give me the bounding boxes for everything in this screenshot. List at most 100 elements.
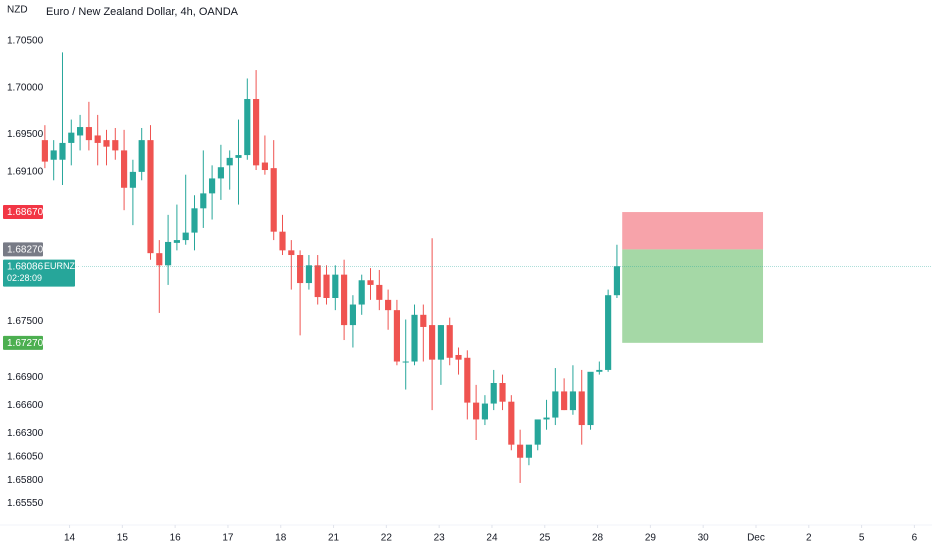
candle-body	[367, 280, 374, 285]
stop-zone	[622, 212, 764, 250]
y-tick-label: 1.69100	[7, 167, 44, 178]
candle-body	[402, 361, 409, 363]
candle-body	[261, 162, 268, 171]
candle-body	[481, 403, 489, 420]
candle-body	[508, 401, 515, 445]
candle-body	[613, 266, 621, 296]
candle-body	[41, 140, 48, 162]
candle-body	[50, 150, 57, 160]
candle-body	[77, 127, 84, 136]
candle-body	[499, 383, 506, 402]
candle-body	[561, 391, 568, 411]
candle-body	[297, 255, 304, 284]
candle-body	[490, 383, 497, 404]
current-price-badge	[3, 259, 75, 287]
candle-body	[411, 314, 418, 362]
candle-body	[464, 357, 471, 403]
candle-body	[455, 354, 462, 360]
x-tick-label: 16	[170, 533, 182, 544]
candle-body	[358, 280, 365, 305]
candle-body	[437, 325, 444, 360]
candle-body	[446, 325, 453, 358]
candle-body	[569, 391, 577, 411]
x-tick-label: 5	[859, 533, 865, 544]
y-tick-label: 1.66900	[7, 372, 44, 383]
y-tick-label: 1.70000	[7, 82, 44, 93]
price-badge-label: 1.68670	[7, 207, 44, 218]
y-tick-label: 1.70500	[7, 36, 44, 47]
candle-body	[332, 274, 339, 298]
x-tick-label: 30	[698, 533, 710, 544]
candle-body	[85, 127, 92, 141]
x-tick-label: 18	[275, 533, 287, 544]
x-tick-label: 21	[328, 533, 340, 544]
candle-body	[305, 265, 312, 284]
candle-body	[226, 157, 233, 166]
candle-body	[68, 132, 75, 143]
candle-body	[270, 168, 277, 232]
candle-body	[552, 391, 559, 418]
currency-label: NZD	[7, 5, 28, 16]
x-tick-label: 24	[486, 533, 498, 544]
y-tick-label: 1.65800	[7, 475, 44, 486]
price-badge-label: 1.67270	[7, 338, 44, 349]
candle-body	[165, 241, 172, 266]
y-tick-label: 1.65550	[7, 498, 44, 509]
candle-body	[279, 231, 286, 251]
candle-body	[94, 135, 101, 143]
x-tick-label: 29	[645, 533, 657, 544]
y-tick-label: 1.66600	[7, 400, 44, 411]
candle-body	[156, 253, 163, 266]
candle-body	[341, 274, 348, 326]
candle-body	[138, 140, 145, 172]
candle-body	[605, 295, 612, 370]
target-zone	[622, 249, 764, 343]
candle-body	[173, 240, 180, 243]
chart-title: Euro / New Zealand Dollar, 4h, OANDA	[46, 6, 239, 18]
candle-body	[129, 171, 136, 188]
candle-body	[200, 193, 207, 209]
candle-body	[191, 208, 198, 233]
x-tick-label: 15	[117, 533, 129, 544]
candle-body	[534, 419, 541, 445]
candle-body	[253, 99, 260, 166]
x-tick-label: 25	[539, 533, 551, 544]
x-tick-label: 2	[806, 533, 812, 544]
candle-body	[543, 417, 550, 420]
candle-body	[525, 444, 533, 458]
candle-body	[103, 140, 110, 147]
y-tick-label: 1.69500	[7, 129, 44, 140]
candle-body	[429, 325, 436, 360]
candle-body	[288, 250, 295, 256]
y-tick-label: 1.66300	[7, 428, 44, 439]
candle-body	[349, 304, 356, 326]
candle-body	[393, 310, 400, 362]
candle-body	[112, 140, 119, 151]
x-tick-label: 14	[64, 533, 76, 544]
candle-body	[587, 371, 594, 426]
price-badge	[3, 335, 43, 350]
x-tick-label: 6	[912, 533, 918, 544]
candle-body	[596, 369, 603, 372]
candle-body	[121, 150, 128, 188]
countdown-label: 02:28:09	[7, 273, 42, 283]
candle-body	[147, 140, 154, 254]
candle-body	[235, 155, 242, 158]
candle-body	[517, 444, 524, 458]
candle-body	[244, 99, 251, 156]
candle-body	[420, 314, 427, 327]
current-price-label: 1.68086	[7, 261, 44, 272]
x-tick-label: 22	[381, 533, 393, 544]
candle-body	[323, 274, 330, 298]
candle-body	[385, 299, 392, 311]
price-badge	[3, 242, 43, 257]
candle-body	[473, 402, 480, 420]
x-tick-label: Dec	[747, 533, 765, 544]
x-tick-label: 23	[434, 533, 446, 544]
candle-body	[217, 167, 224, 179]
candle-body	[209, 178, 216, 194]
price-badge-label: 1.68270	[7, 245, 44, 256]
